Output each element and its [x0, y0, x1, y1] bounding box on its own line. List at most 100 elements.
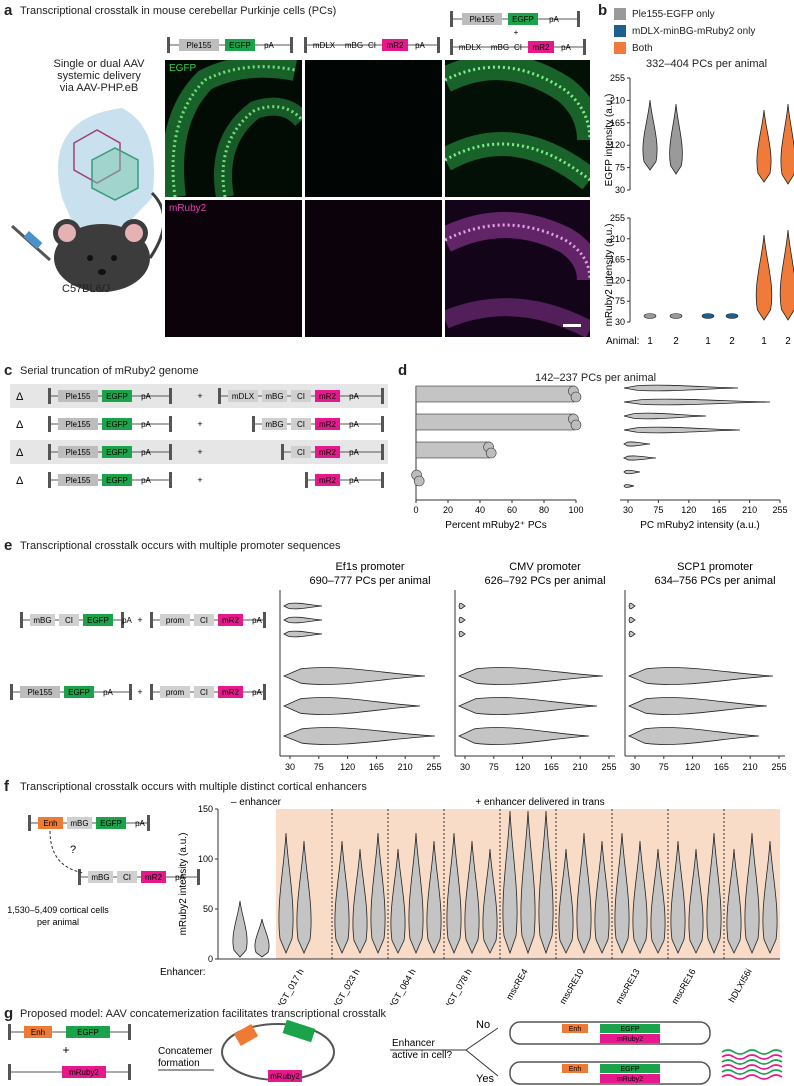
transcript-wave-3 — [721, 1064, 783, 1070]
construct-ple155-egfp: Ple155 EGFP pA — [167, 37, 293, 53]
svg-text:Enh: Enh — [569, 1026, 582, 1033]
c-left-construct-0: Ple155 EGFP pA — [48, 388, 172, 404]
svg-text:mR2: mR2 — [319, 420, 336, 429]
svg-text:PC mRuby2 intensity (a.u.): PC mRuby2 intensity (a.u.) — [640, 520, 760, 531]
svg-text:+: + — [62, 1043, 69, 1057]
svg-text:EGFP: EGFP — [77, 1028, 99, 1037]
svg-text:mDLX: mDLX — [459, 43, 482, 52]
b-ytick: 120 — [610, 140, 625, 150]
e-violin-small-0-1 — [283, 616, 323, 624]
svg-text:Enh: Enh — [31, 1028, 45, 1037]
svg-text:mR2: mR2 — [145, 873, 162, 882]
d-bar-1 — [415, 413, 575, 431]
animal-label: Animal: — [606, 336, 639, 347]
transcript-wave-0 — [721, 1049, 783, 1055]
svg-text:255: 255 — [772, 505, 787, 515]
svg-text:CI: CI — [514, 43, 522, 52]
svg-text:mRuby2: mRuby2 — [617, 1036, 643, 1043]
f-violin-4-0 — [502, 810, 518, 955]
construct-mdlx-mr2: mDLX mBG CI mR2 pA — [304, 37, 440, 53]
e-violin-small-1-0 — [458, 602, 466, 610]
svg-text:per animal: per animal — [37, 917, 79, 927]
e-group-count-2: 634–756 PCs per animal — [654, 575, 775, 587]
f-violin-0-1 — [296, 840, 312, 954]
panel-b-violins: EGFP intensity (a.u.) mRuby2 intensity (… — [604, 73, 794, 347]
b-ytick: 210 — [610, 234, 625, 244]
b-ytick: 30 — [615, 317, 625, 327]
animal-3: 2 — [729, 336, 735, 347]
d-violin-5 — [623, 455, 657, 461]
panel-label-b: b — [598, 2, 608, 19]
f-violin-4-1 — [520, 810, 536, 955]
enhancer-2: eHGT_064 h — [383, 967, 417, 1005]
f-violin-7-1 — [688, 848, 704, 954]
violin-flat-2 — [701, 313, 715, 319]
svg-text:Ple155: Ple155 — [66, 476, 91, 485]
enhancer-5: mscRE10 — [558, 967, 586, 1005]
svg-text:mDLX: mDLX — [313, 41, 336, 50]
svg-text:80: 80 — [539, 505, 549, 515]
panel-d-subtitle: 142–237 PCs per animal — [535, 372, 657, 384]
svg-text:165: 165 — [714, 762, 729, 772]
e-violin-large-1-0 — [457, 667, 604, 685]
svg-text:Ple155: Ple155 — [66, 420, 91, 429]
svg-text:pA: pA — [141, 448, 151, 457]
svg-text:EGFP: EGFP — [100, 819, 122, 828]
legend-both: Both — [632, 43, 653, 54]
svg-text:Ple155: Ple155 — [470, 15, 495, 24]
svg-text:mBG: mBG — [91, 873, 109, 882]
c-right-construct-2: CI mR2 pA — [281, 444, 384, 460]
svg-text:75: 75 — [659, 762, 669, 772]
svg-text:mRuby2 intensity (a.u.): mRuby2 intensity (a.u.) — [604, 224, 615, 327]
delivery-text: Single or dual AAV systemic delivery via… — [53, 58, 145, 94]
mouse-strain: C57BL6/J — [62, 283, 111, 295]
svg-text:EGFP: EGFP — [106, 420, 128, 429]
d-violin-2 — [623, 412, 707, 420]
enhancer-label: Enhancer: — [160, 967, 206, 978]
svg-text:210: 210 — [742, 505, 757, 515]
svg-text:pA: pA — [349, 448, 359, 457]
svg-text:mBG: mBG — [265, 392, 283, 401]
svg-text:210: 210 — [573, 762, 588, 772]
svg-text:pA: pA — [141, 420, 151, 429]
svg-text:mR2: mR2 — [319, 476, 336, 485]
svg-text:Concatemer: Concatemer — [158, 1046, 213, 1057]
svg-text:mR2: mR2 — [319, 392, 336, 401]
f-violin-0-0 — [278, 832, 294, 955]
panel-g-title: Proposed model: AAV concatemerization fa… — [20, 1008, 387, 1020]
panel-label-e: e — [4, 537, 13, 554]
svg-text:pA: pA — [122, 616, 132, 625]
e-group-name-2: SCP1 promoter — [677, 561, 753, 573]
svg-text:75: 75 — [314, 762, 324, 772]
svg-text:EGFP: EGFP — [620, 1026, 639, 1033]
svg-text:CI: CI — [123, 873, 131, 882]
legend-mruby-only: mDLX-minBG-mRuby2 only — [632, 26, 756, 37]
svg-text:– enhancer: – enhancer — [231, 797, 282, 808]
svg-text:120: 120 — [515, 762, 530, 772]
e-violin-large-1-1 — [457, 697, 598, 715]
c-right-construct-0: mDLX mBG CI mR2 pA — [218, 388, 384, 404]
f-violin-3-1 — [464, 840, 480, 954]
construct-dual: Ple155 EGFP pA + mDLX mBG CI mR2 pA — [450, 11, 586, 55]
e-violin-small-0-2 — [283, 630, 323, 638]
enhancer-7: mscRE16 — [670, 967, 698, 1005]
svg-text:Percent mRuby2⁺ PCs: Percent mRuby2⁺ PCs — [445, 520, 546, 531]
svg-text:50: 50 — [203, 904, 213, 914]
d-bar-2 — [415, 441, 490, 459]
e-violin-large-0-2 — [282, 727, 436, 745]
f-violin-4-2 — [538, 810, 554, 955]
f-violin-3-0 — [446, 832, 462, 955]
scale-bar — [563, 324, 581, 327]
truncation-label-1: Δ — [16, 419, 24, 431]
animal-5: 2 — [785, 336, 791, 347]
f-violin-6-2 — [650, 848, 666, 954]
f-violin-5-2 — [594, 840, 610, 954]
micrograph-mruby-dual — [445, 200, 590, 337]
b-ytick: 210 — [610, 95, 625, 105]
e-construct-bottom-left: Ple155 EGFP pA — [10, 684, 132, 700]
micrograph-mruby-single: mRuby2 — [165, 200, 302, 337]
g-no: No — [476, 1020, 490, 1031]
panel-label-a: a — [4, 2, 13, 19]
c-left-construct-3: Ple155 EGFP pA — [48, 472, 172, 488]
svg-text:mR2: mR2 — [319, 448, 336, 457]
